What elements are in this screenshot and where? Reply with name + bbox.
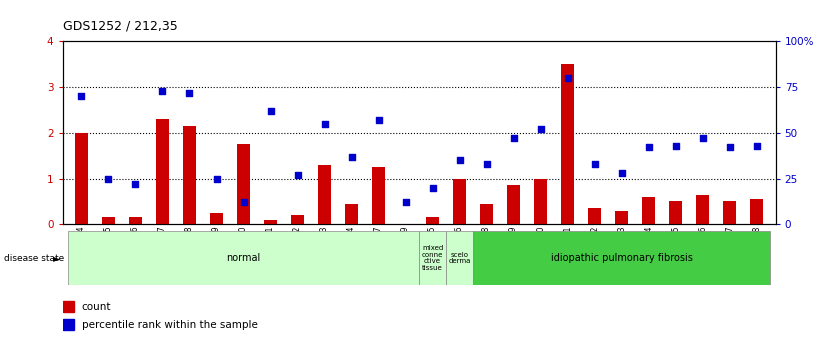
Point [507, 136, 520, 141]
Bar [128, 217, 143, 224]
Bar [446, 231, 473, 285]
Bar [453, 179, 466, 224]
Point [669, 143, 682, 148]
Point [588, 161, 601, 167]
Point [480, 161, 493, 167]
Text: percentile rank within the sample: percentile rank within the sample [82, 320, 258, 329]
Point [723, 145, 736, 150]
Bar [372, 167, 385, 224]
Bar [480, 204, 494, 224]
Bar [237, 144, 250, 224]
Bar [420, 231, 446, 285]
Bar [344, 204, 359, 224]
Point [453, 157, 466, 163]
Point [642, 145, 656, 150]
Point [75, 93, 88, 99]
Point [264, 108, 277, 114]
Point [210, 176, 224, 181]
Text: disease state: disease state [4, 254, 64, 263]
Bar [473, 231, 771, 285]
Bar [534, 179, 547, 224]
Bar [102, 217, 115, 224]
Bar [696, 195, 710, 224]
Bar [156, 119, 169, 224]
Point [426, 185, 440, 190]
Text: idiopathic pulmonary fibrosis: idiopathic pulmonary fibrosis [550, 253, 692, 263]
Point [291, 172, 304, 178]
Point [183, 90, 196, 95]
Bar [68, 231, 419, 285]
Bar [318, 165, 331, 224]
Bar [291, 215, 304, 224]
Bar [264, 220, 277, 224]
Point [156, 88, 169, 93]
Bar [507, 185, 520, 224]
Point [534, 126, 547, 132]
Bar [75, 133, 88, 224]
Bar [183, 126, 196, 224]
Bar [561, 64, 575, 224]
Point [128, 181, 142, 187]
Text: normal: normal [226, 253, 261, 263]
Point [615, 170, 628, 176]
Point [237, 199, 250, 205]
Point [345, 154, 359, 159]
Point [102, 176, 115, 181]
Bar [210, 213, 224, 224]
Bar [750, 199, 763, 224]
Bar [669, 201, 682, 224]
Bar [588, 208, 601, 224]
Text: ►: ► [53, 253, 61, 263]
Bar [63, 301, 73, 312]
Point [750, 143, 763, 148]
Point [318, 121, 331, 127]
Bar [615, 210, 628, 224]
Point [399, 199, 412, 205]
Point [372, 117, 385, 123]
Point [561, 75, 575, 81]
Bar [642, 197, 656, 224]
Text: count: count [82, 302, 111, 312]
Point [696, 136, 710, 141]
Bar [426, 217, 440, 224]
Text: mixed
conne
ctive
tissue: mixed conne ctive tissue [422, 245, 444, 270]
Text: GDS1252 / 212,35: GDS1252 / 212,35 [63, 20, 178, 33]
Bar [63, 319, 73, 330]
Text: scelo
derma: scelo derma [449, 252, 470, 264]
Bar [723, 201, 736, 224]
